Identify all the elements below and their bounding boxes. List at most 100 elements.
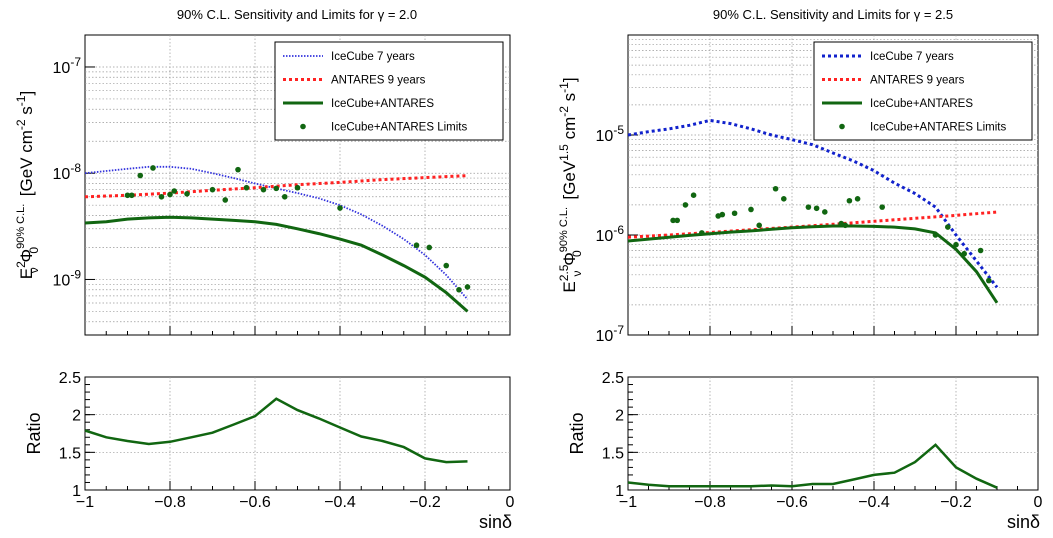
legend-label: IceCube+ANTARES Limits (870, 122, 1006, 134)
x-tick-label: −0.6 (776, 494, 808, 511)
ylabel-e: E (17, 268, 36, 279)
y-tick-label: 10-6 (596, 223, 625, 245)
limit-point (846, 197, 853, 204)
limit-point (209, 186, 216, 193)
series-line-solid (85, 215, 469, 313)
series-group (628, 118, 999, 304)
x-tick-label: 0 (506, 494, 515, 511)
chart-panel-2: 90% C.L. Sensitivity and Limits for γ = … (557, 7, 1043, 532)
limit-point (699, 230, 705, 236)
chart-panel-1: 90% C.L. Sensitivity and Limits for γ = … (14, 7, 515, 532)
limit-point (150, 165, 156, 171)
y-tick-base: 10 (53, 166, 71, 183)
ylabel-e-exponent: 2.5 (557, 264, 571, 281)
ratio-y-tick-label: 1.5 (602, 445, 624, 462)
x-tick-label: −0.4 (858, 494, 890, 511)
legend-label: ANTARES 9 years (870, 75, 965, 87)
y-tick-label: 10-7 (596, 323, 625, 345)
ratio-y-tick-label: 1 (72, 483, 81, 500)
limit-point (731, 210, 738, 217)
y-tick-exponent: -7 (613, 323, 624, 337)
legend-label: IceCube 7 years (870, 51, 954, 63)
limit-point (273, 185, 280, 192)
x-tick-label: −1 (619, 494, 637, 511)
limit-point (945, 224, 951, 230)
legend: IceCube 7 years ANTARES 9 years IceCube+AN… (813, 41, 1033, 141)
limit-point (337, 205, 343, 211)
ratio-frame (84, 376, 511, 491)
ylabel-unit-3: s (560, 93, 579, 106)
ratio-line (84, 397, 468, 464)
chart-title: 90% C.L. Sensitivity and Limits for γ = … (177, 7, 417, 22)
ratio-grid (85, 377, 510, 490)
limit-point (854, 196, 861, 202)
limit-point (124, 192, 131, 199)
y-tick-label: 10-8 (53, 161, 82, 183)
x-tick-label: −0.2 (940, 494, 972, 511)
limit-point (961, 250, 967, 257)
ratio-axis-label: Ratio (567, 412, 587, 454)
y-tick-exponent: -8 (70, 161, 81, 175)
ylabel-nu: ν (27, 267, 41, 273)
y-tick-exponent: -7 (70, 55, 81, 69)
y-tick-base: 10 (596, 328, 614, 345)
y-tick-base: 10 (596, 228, 614, 245)
ylabel-sub0: 0 (570, 250, 584, 257)
x-tick-label: 0 (1034, 494, 1043, 511)
ylabel-nu: ν (570, 271, 584, 277)
ylabel-exp-1: 1.5 (557, 144, 571, 161)
ylabel-exp-3: -1 (557, 82, 571, 93)
y-tick-exponent: -6 (613, 223, 624, 237)
legend-label: IceCube+ANTARES (870, 98, 973, 110)
y-tick-base: 10 (53, 60, 71, 77)
legend-marker (300, 123, 306, 130)
ratio-y-tick-label: 2 (615, 408, 624, 425)
limit-point (772, 185, 779, 192)
x-axis-label: sinδ (479, 512, 512, 532)
limit-point (443, 262, 450, 269)
ylabel-unit: [GeV (560, 160, 579, 204)
y-tick-label: 10-9 (53, 267, 82, 289)
limit-point (953, 241, 959, 248)
limit-point (294, 184, 301, 191)
legend-marker (839, 123, 845, 130)
series-line-dotted (628, 118, 999, 289)
y-tick-exponent: -5 (613, 123, 624, 137)
ratio-panel: 1 1.5 2 2.5 −1 −0.8 −0.6 −0.4 −0.2 0 Ratio sinδ (567, 370, 1043, 532)
y-tick-label: 10-7 (53, 55, 82, 77)
ratio-y-tick-label: 2.5 (602, 370, 624, 387)
ratio-frame (627, 376, 1039, 491)
legend-label: ANTARES 9 years (331, 75, 426, 87)
ratio-y-tick-label: 2.5 (59, 370, 81, 387)
limit-point (932, 232, 939, 238)
limit-point (281, 193, 288, 200)
limit-point (756, 222, 762, 229)
ylabel-sub0: 0 (27, 247, 41, 254)
limit-point (235, 166, 241, 173)
ratio-panel: 1 1.5 2 2.5 −1 −0.8 −0.6 −0.4 −0.2 0 Ratio sinδ (24, 370, 515, 532)
ratio-line (627, 443, 998, 489)
ylabel-unit-2: cm (560, 117, 579, 144)
limit-point (879, 204, 885, 210)
limit-point (222, 197, 229, 203)
ylabel-exp-1: -2 (14, 119, 28, 130)
chart-title: 90% C.L. Sensitivity and Limits for γ = … (713, 7, 953, 22)
limit-point (426, 244, 433, 251)
ylabel-unit-2: s (17, 106, 36, 119)
legend-box (813, 41, 1033, 141)
limit-point (805, 204, 812, 210)
x-tick-label: −0.8 (154, 494, 186, 511)
x-axis-label: sinδ (1007, 512, 1040, 532)
y-axis-label: E2ν Φ90% C.L.0 [GeV cm-2 s-1] (14, 91, 41, 279)
legend-label: IceCube+ANTARES Limits (331, 122, 467, 134)
limit-point (184, 191, 190, 197)
ylabel-phi: Φ (560, 252, 579, 270)
limit-point (813, 205, 820, 212)
x-tick-label: −0.6 (239, 494, 271, 511)
limit-point (674, 217, 680, 224)
ratio-grid (628, 377, 1038, 490)
ylabel-unit: [GeV cm (17, 130, 36, 201)
ratio-y-tick-label: 1.5 (59, 445, 81, 462)
series-line-dotted (85, 165, 469, 300)
